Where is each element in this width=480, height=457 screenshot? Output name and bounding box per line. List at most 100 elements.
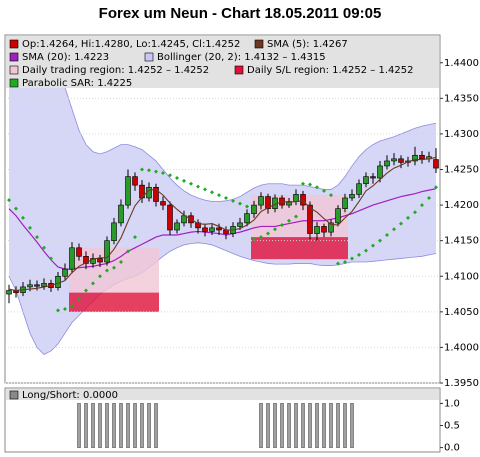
sar-dot bbox=[238, 201, 242, 206]
sar-dot bbox=[126, 249, 130, 254]
legend-label: Op:1.4264, Hi:1.4280, Lo:1.4245, Cl:1.42… bbox=[22, 39, 240, 50]
candle-body bbox=[125, 176, 131, 206]
bar bbox=[77, 403, 81, 448]
sar-dot bbox=[84, 288, 88, 293]
sar-dot bbox=[357, 252, 361, 257]
bar bbox=[119, 403, 123, 448]
sar-dot bbox=[49, 256, 53, 261]
region bbox=[69, 247, 159, 293]
legend-label: SMA (5): 1.4267 bbox=[267, 39, 348, 50]
bar bbox=[329, 403, 333, 448]
candle-body bbox=[314, 226, 320, 234]
candle-body bbox=[6, 290, 12, 295]
candle-body bbox=[202, 227, 208, 232]
bar bbox=[147, 403, 151, 448]
candle-body bbox=[293, 194, 299, 202]
candle-body bbox=[111, 222, 117, 241]
bar bbox=[280, 403, 284, 448]
bar bbox=[126, 403, 130, 448]
bar bbox=[287, 403, 291, 448]
legend-swatch bbox=[254, 39, 264, 49]
legend-swatch bbox=[234, 65, 244, 75]
legend-swatch bbox=[144, 52, 154, 62]
sar-dot bbox=[308, 182, 312, 187]
bar bbox=[98, 403, 102, 448]
candle-body bbox=[265, 196, 271, 209]
y-tick-label: 1.4350 bbox=[444, 93, 479, 104]
candle-body bbox=[216, 227, 222, 231]
sar-dot bbox=[217, 193, 221, 198]
candle-body bbox=[41, 283, 47, 287]
candle-body bbox=[237, 222, 243, 227]
candle-body bbox=[356, 183, 362, 195]
legend-label: SMA (20): 1.4223 bbox=[22, 52, 109, 63]
sar-dot bbox=[413, 210, 417, 215]
sar-dot bbox=[280, 223, 284, 228]
y-tick-label: 1.0 bbox=[444, 398, 460, 409]
bar bbox=[133, 403, 137, 448]
sar-dot bbox=[203, 187, 207, 192]
sar-dot bbox=[301, 181, 305, 186]
sar-dot bbox=[35, 235, 39, 240]
y-tick-label: 1.4000 bbox=[444, 342, 479, 353]
sar-dot bbox=[378, 238, 382, 243]
sar-dot bbox=[14, 206, 18, 211]
legend-swatch bbox=[9, 52, 19, 62]
bar bbox=[350, 403, 354, 448]
y-tick-label: 1.4300 bbox=[444, 129, 479, 140]
candle-body bbox=[377, 165, 383, 179]
bar bbox=[259, 403, 263, 448]
y-tick-label: 1.3950 bbox=[444, 378, 479, 389]
sar-dot bbox=[287, 218, 291, 223]
candle-body bbox=[286, 201, 292, 206]
bar bbox=[84, 403, 88, 448]
candle-body bbox=[181, 215, 187, 224]
candle-body bbox=[62, 268, 68, 277]
bar bbox=[273, 403, 277, 448]
sar-dot bbox=[133, 235, 137, 240]
sar-dot bbox=[336, 261, 340, 266]
bollinger-upper bbox=[8, 43, 437, 202]
legend-swatch bbox=[9, 390, 19, 400]
candle-body bbox=[209, 227, 215, 232]
sar-dot bbox=[406, 215, 410, 220]
sar-dot bbox=[245, 204, 249, 209]
candle-body bbox=[104, 240, 110, 263]
y-tick-label: 0.5 bbox=[444, 421, 460, 432]
candle-body bbox=[34, 284, 40, 287]
candle-body bbox=[384, 160, 390, 167]
sar-dot bbox=[182, 178, 186, 183]
candle-body bbox=[244, 213, 250, 224]
sar-dot bbox=[168, 173, 172, 178]
candle-body bbox=[363, 176, 369, 185]
bar bbox=[294, 403, 298, 448]
candle-body bbox=[398, 158, 404, 163]
sar-dot bbox=[189, 181, 193, 186]
candle-body bbox=[251, 204, 257, 214]
sar-dot bbox=[392, 227, 396, 232]
candle-body bbox=[69, 247, 75, 270]
sar-dot bbox=[7, 198, 11, 203]
sar-dot bbox=[70, 304, 74, 309]
sar-dot bbox=[231, 198, 235, 203]
candle-body bbox=[328, 222, 334, 233]
candle-body bbox=[419, 154, 425, 160]
legend-swatch bbox=[9, 78, 19, 88]
chart-title: Forex um Neun - Chart 18.05.2011 09:05 bbox=[99, 5, 382, 22]
sar-dot bbox=[77, 297, 81, 302]
candle-body bbox=[132, 176, 138, 186]
candle-body bbox=[391, 158, 397, 162]
candle-body bbox=[160, 201, 166, 206]
region bbox=[251, 237, 348, 260]
legend-box bbox=[6, 389, 439, 400]
sar-dot bbox=[119, 260, 123, 265]
sma-line bbox=[8, 188, 437, 270]
sar-dot bbox=[252, 237, 256, 242]
sar-dot bbox=[371, 243, 375, 248]
sar-dot bbox=[112, 265, 116, 270]
candle-body bbox=[342, 197, 348, 209]
sar-dot bbox=[420, 203, 424, 208]
candle-body bbox=[307, 204, 313, 234]
sar-dot bbox=[91, 281, 95, 286]
sar-dot bbox=[63, 306, 67, 311]
